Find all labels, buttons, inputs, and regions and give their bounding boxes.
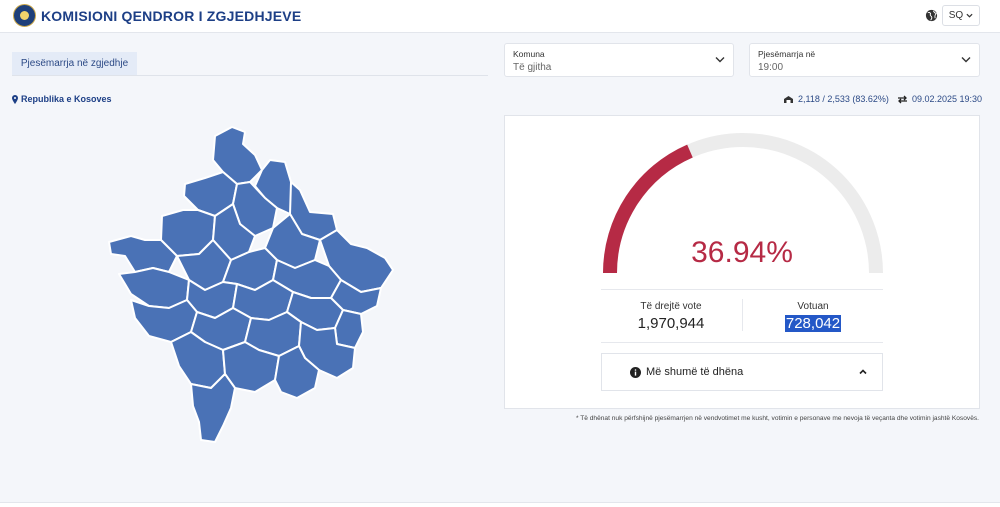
tab-divider — [12, 75, 488, 76]
footnote: * Të dhënat nuk përfshijnë pjesëmarrjen … — [575, 415, 979, 422]
column-divider — [742, 299, 743, 331]
turnout-card: 36.94% Të drejtë vote 1,970,944 Votuan 7… — [504, 115, 980, 409]
brand-title[interactable]: KOMISIONI QENDROR I ZGJEDHJEVE — [41, 8, 302, 24]
time-select-value: 19:00 — [758, 62, 784, 73]
sync-arrows-icon — [898, 95, 907, 103]
language-selector[interactable]: SQ — [942, 5, 980, 26]
map-region[interactable] — [118, 267, 190, 309]
time-select[interactable]: Pjesëmarrja në 19:00 — [749, 43, 980, 77]
globe-icon — [925, 9, 938, 22]
voted-value[interactable]: 728,042 — [784, 315, 842, 332]
municipality-select[interactable]: Komuna Të gjitha — [504, 43, 734, 77]
language-code: SQ — [948, 10, 964, 21]
map-pin-icon — [12, 94, 18, 104]
last-updated-text: 09.02.2025 19:30 — [912, 94, 983, 104]
location-breadcrumb[interactable]: Republika e Kosoves — [12, 94, 112, 104]
divider — [601, 342, 883, 343]
map-region[interactable] — [190, 373, 236, 443]
polling-stations-count: 2,118 / 2,533 (83.62%) — [783, 94, 889, 104]
chevron-up-icon — [859, 369, 867, 375]
municipality-select-label: Komuna — [513, 49, 545, 59]
page-footer — [0, 502, 1000, 507]
time-select-label: Pjesëmarrja në — [758, 49, 816, 59]
eligible-voters-value: 1,970,944 — [637, 315, 705, 332]
municipality-select-value: Të gjitha — [513, 62, 552, 73]
voted-value-wrapper: 728,042 — [743, 315, 883, 332]
kqz-emblem-icon[interactable] — [13, 4, 36, 27]
info-icon — [630, 366, 641, 378]
map-region[interactable] — [274, 345, 320, 399]
divider — [601, 289, 883, 290]
more-data-button[interactable]: Më shumë të dhëna — [601, 353, 883, 391]
kosovo-municipality-map[interactable] — [105, 122, 400, 447]
tab-turnout-label: Pjesëmarrja në zgjedhje — [20, 58, 129, 69]
chevron-down-icon — [961, 57, 971, 63]
more-data-label: Më shumë të dhëna — [646, 366, 744, 378]
turnout-gauge — [603, 133, 883, 274]
map-regions — [108, 126, 394, 443]
chevron-down-icon — [715, 57, 725, 63]
gauge-fill — [603, 144, 693, 274]
location-label: Republika e Kosoves — [21, 94, 112, 104]
polling-station-icon — [784, 95, 793, 103]
top-bar: KOMISIONI QENDROR I ZGJEDHJEVE SQ — [0, 0, 1000, 33]
tab-turnout[interactable]: Pjesëmarrja në zgjedhje — [12, 52, 137, 75]
turnout-percentage: 36.94% — [691, 236, 793, 269]
last-updated: 09.02.2025 19:30 — [897, 94, 982, 104]
voted-label: Votuan — [797, 301, 829, 312]
more-data-content: Më shumë të dhëna — [630, 366, 743, 378]
eligible-voters-label: Të drejtë vote — [640, 301, 702, 312]
chevron-down-icon — [966, 13, 973, 18]
polling-stations-text: 2,118 / 2,533 (83.62%) — [798, 94, 889, 104]
